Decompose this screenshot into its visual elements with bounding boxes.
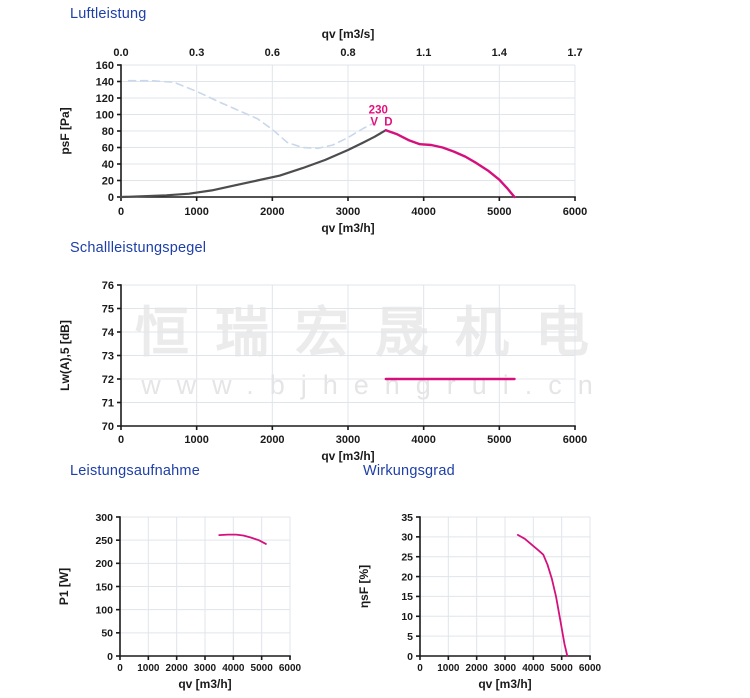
gridlines <box>119 516 291 657</box>
y-tick-label: 140 <box>96 76 114 88</box>
x-tick-label: 1000 <box>137 663 160 674</box>
top-tick-label: 0.0 <box>113 47 128 59</box>
x-tick-label: 4000 <box>522 663 545 674</box>
y-axis-label: P1 [W] <box>57 568 71 605</box>
y-tick-label: 74 <box>102 327 115 339</box>
x-axis-label: qv [m3/h] <box>321 221 374 235</box>
y-tick-label: 250 <box>95 535 113 547</box>
x-axis-label: qv [m3/h] <box>321 449 374 463</box>
y-tick-label: 200 <box>95 558 113 570</box>
y-tick-label: 80 <box>102 126 114 138</box>
x-tick-label: 0 <box>118 206 124 218</box>
chart-title-wirkungsgrad: Wirkungsgrad <box>363 463 455 479</box>
y-tick-label: 5 <box>407 631 413 643</box>
y-tick-label: 30 <box>401 532 413 544</box>
x-tick-label: 2000 <box>260 434 284 446</box>
y-tick-label: 70 <box>102 421 114 433</box>
efficiency-230vd-curve <box>516 533 569 657</box>
y-tick-label: 0 <box>407 651 413 663</box>
y-axis-label: Lw(A),5 [dB] <box>58 320 72 391</box>
x-tick-label: 1000 <box>184 206 208 218</box>
curve-annotation-line2: V D <box>370 117 394 129</box>
y-tick-label: 300 <box>95 512 113 524</box>
y-tick-label: 71 <box>102 397 114 409</box>
x-tick-label: 2000 <box>166 663 189 674</box>
x-tick-label: 3000 <box>336 206 360 218</box>
top-tick-label: 0.6 <box>265 47 280 59</box>
y-tick-label: 100 <box>96 109 114 121</box>
top-tick-label: 1.7 <box>567 47 582 59</box>
gridlines <box>120 284 576 427</box>
x-tick-label: 6000 <box>579 663 602 674</box>
x-tick-label: 6000 <box>563 206 587 218</box>
axes <box>416 516 591 660</box>
chart-title-schallleistungspegel: Schallleistungspegel <box>70 240 207 256</box>
x-tick-label: 4000 <box>222 663 245 674</box>
top-tick-label: 1.4 <box>492 47 508 59</box>
top-tick-label: 1.1 <box>416 47 431 59</box>
axes <box>117 284 576 430</box>
luftleistung-chart: 0 20 40 60 80 100 120 140 160 0 1000 2000 3000 4000 50… <box>58 27 587 235</box>
x-tick-label: 4000 <box>411 206 435 218</box>
x-tick-label: 5000 <box>487 434 511 446</box>
x-tick-label: 6000 <box>563 434 587 446</box>
top-tick-label: 0.3 <box>189 47 204 59</box>
y-tick-label: 76 <box>102 280 114 292</box>
schallleistungspegel-chart: 70 71 72 73 74 75 76 0 1000 2000 3000 4000 5000 6000 q… <box>58 280 587 463</box>
x-tick-label: 5000 <box>487 206 511 218</box>
y-tick-label: 60 <box>102 142 114 154</box>
axes <box>116 516 291 660</box>
chart-title-luftleistung: Luftleistung <box>70 6 147 22</box>
axes <box>117 64 576 201</box>
x-tick-label: 2000 <box>260 206 284 218</box>
y-tick-label: 20 <box>401 571 413 583</box>
y-tick-label: 150 <box>95 581 113 593</box>
fan-curve-dark-curve <box>119 129 387 199</box>
y-tick-label: 72 <box>102 374 114 386</box>
x-tick-label: 3000 <box>494 663 517 674</box>
y-tick-label: 20 <box>102 175 114 187</box>
chart-title-leistungsaufnahme: Leistungsaufnahme <box>70 463 200 479</box>
x-tick-label: 3000 <box>194 663 217 674</box>
gridlines <box>419 516 591 657</box>
y-tick-label: 75 <box>102 303 114 315</box>
wirkungsgrad-chart: 0 5 10 15 20 25 30 35 0 1000 2000 3000 4000 5000 6000 q… <box>357 512 602 691</box>
x-tick-label: 5000 <box>251 663 274 674</box>
y-tick-label: 160 <box>96 60 114 72</box>
y-tick-label: 73 <box>102 350 114 362</box>
y-tick-label: 120 <box>96 93 114 105</box>
y-tick-label: 50 <box>101 628 113 640</box>
y-axis-label: psF [Pa] <box>58 107 72 154</box>
system-curve-dashed-curve <box>127 79 376 150</box>
y-tick-label: 0 <box>107 651 113 663</box>
fan-curve-230vd-curve <box>384 128 516 199</box>
x-tick-label: 0 <box>117 663 123 674</box>
y-axis-label: ηsF [%] <box>357 565 371 608</box>
curve-annotation-line1: 230 <box>369 105 388 117</box>
x-tick-label: 6000 <box>279 663 302 674</box>
y-tick-label: 100 <box>95 604 113 616</box>
y-tick-label: 40 <box>102 159 114 171</box>
gridlines <box>120 64 576 198</box>
x-tick-label: 3000 <box>336 434 360 446</box>
x-tick-label: 0 <box>417 663 423 674</box>
power-input-230vd-curve <box>218 533 267 545</box>
x-tick-label: 4000 <box>411 434 435 446</box>
y-tick-label: 0 <box>108 192 114 204</box>
x-axis-label: qv [m3/h] <box>478 677 531 691</box>
x-tick-label: 1000 <box>437 663 460 674</box>
top-axis-label: qv [m3/s] <box>322 27 375 41</box>
x-tick-label: 2000 <box>466 663 489 674</box>
y-tick-label: 15 <box>401 591 413 603</box>
x-tick-label: 5000 <box>551 663 574 674</box>
y-tick-label: 10 <box>401 611 413 623</box>
x-tick-label: 1000 <box>184 434 208 446</box>
x-axis-label: qv [m3/h] <box>178 677 231 691</box>
x-tick-label: 0 <box>118 434 124 446</box>
y-tick-label: 25 <box>401 552 413 564</box>
y-tick-label: 35 <box>401 512 413 524</box>
top-tick-label: 0.8 <box>340 47 355 59</box>
